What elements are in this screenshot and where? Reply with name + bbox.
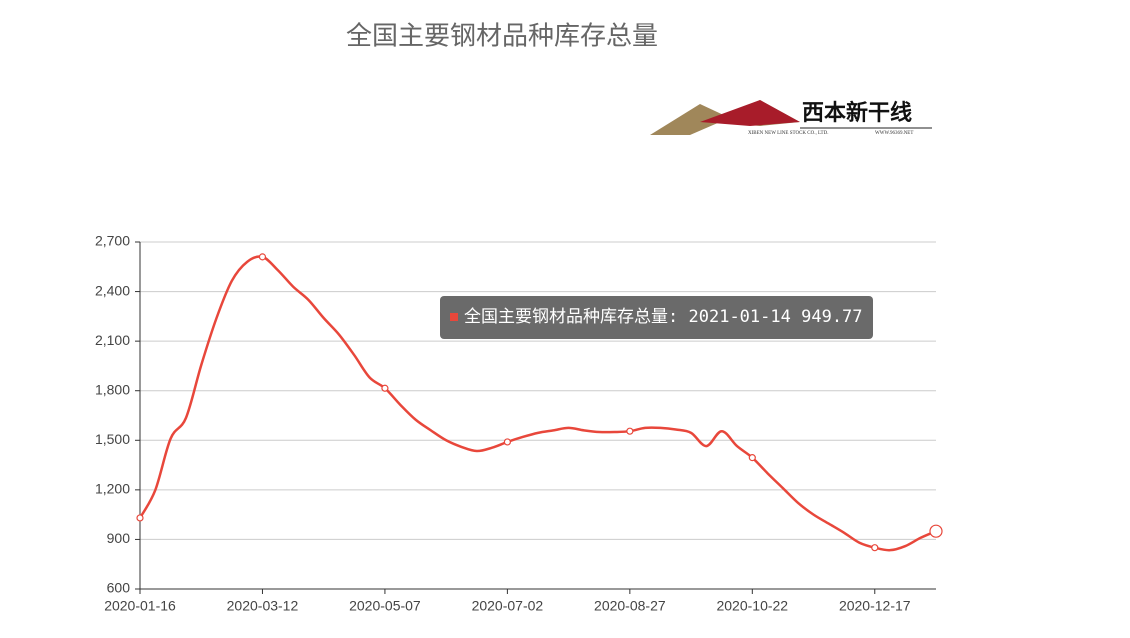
- data-point: [503, 438, 511, 446]
- y-tick-label: 2,700: [95, 233, 130, 249]
- x-tick-label: 2020-10-22: [716, 598, 788, 614]
- y-tick-label: 900: [107, 530, 131, 546]
- chart-title: 全国主要钢材品种库存总量: [346, 22, 658, 52]
- tooltip-separator: :: [668, 307, 679, 327]
- tooltip-value: 949.77: [801, 307, 863, 327]
- series-line: [138, 255, 937, 552]
- tooltip-series: 全国主要钢材品种库存总量: [464, 307, 668, 327]
- data-point: [381, 384, 389, 392]
- x-tick-label: 2020-01-16: [104, 598, 176, 614]
- data-point: [626, 427, 634, 435]
- logo: 西本新干线 XIBEN NEW LINE STOCK CO., LTD. WWW…: [650, 100, 932, 136]
- data-point: [748, 454, 756, 462]
- data-point: [258, 253, 267, 261]
- x-tick-label: 2020-12-17: [839, 598, 911, 614]
- tooltip-date: 2021-01-14: [688, 307, 791, 327]
- data-point: [929, 524, 943, 538]
- x-tick-label: 2020-03-12: [227, 598, 299, 614]
- y-tick-label: 1,200: [95, 481, 130, 497]
- logo-company: XIBEN NEW LINE STOCK CO., LTD.: [748, 131, 828, 136]
- tooltip-marker: [450, 313, 458, 321]
- y-tick-label: 1,800: [95, 381, 130, 397]
- logo-name: 西本新干线: [802, 100, 912, 126]
- x-tick-label: 2020-08-27: [594, 598, 666, 614]
- logo-site: WWW.96369.NET: [875, 131, 913, 136]
- data-point: [136, 514, 144, 522]
- x-tick-label: 2020-07-02: [472, 598, 544, 614]
- y-tick-label: 2,100: [95, 332, 130, 348]
- y-tick-label: 1,500: [95, 431, 130, 447]
- plot: 600 900 1,200 1,500 1,800 2,100 2,400 2,700 2020…: [95, 233, 943, 614]
- x-tick-label: 2020-05-07: [349, 598, 421, 614]
- data-point: [871, 544, 879, 552]
- y-tick-label: 2,400: [95, 282, 130, 298]
- tooltip: 全国主要钢材品种库存总量: 2021-01-14 949.77: [440, 296, 873, 339]
- y-tick-label: 600: [107, 580, 131, 596]
- logo-mountain: [700, 100, 800, 126]
